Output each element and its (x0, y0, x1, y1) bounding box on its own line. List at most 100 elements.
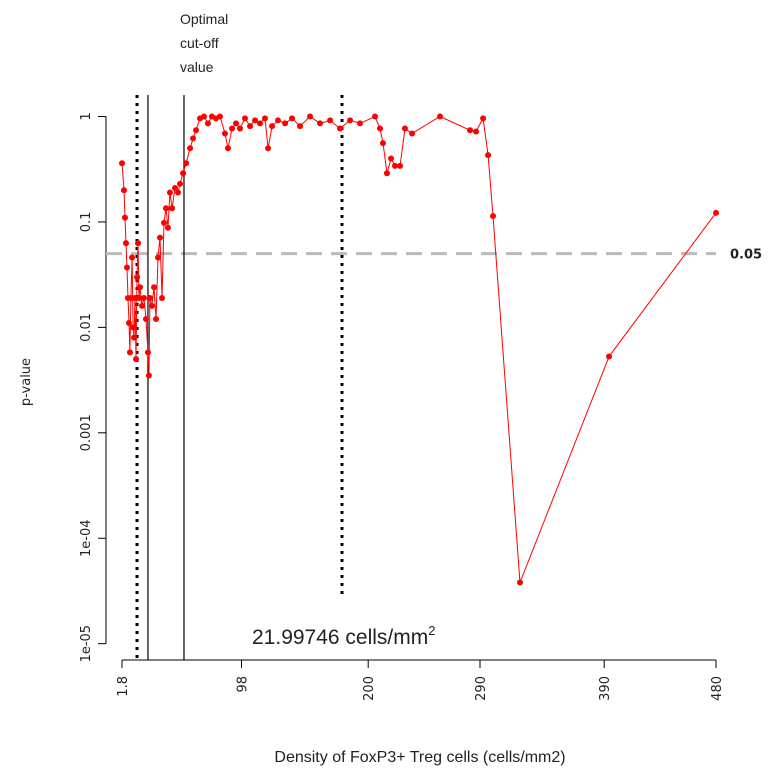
data-point (125, 320, 132, 327)
data-point (121, 214, 128, 221)
x-tick-label: 200 (362, 676, 377, 701)
data-point (229, 125, 236, 132)
data-point (127, 294, 134, 301)
data-point (217, 113, 224, 120)
data-point (261, 115, 268, 122)
data-point (516, 579, 523, 586)
data-point (164, 224, 171, 231)
data-point (162, 205, 169, 212)
data-point (123, 264, 130, 271)
data-point (269, 123, 276, 130)
data-point (241, 115, 248, 122)
data-point (122, 240, 129, 247)
data-point (183, 160, 190, 167)
data-point (144, 349, 151, 356)
data-point (467, 127, 474, 134)
data-point (297, 123, 304, 130)
data-point (275, 117, 282, 124)
data-point (282, 120, 289, 127)
y-axis-label: p-value (19, 358, 34, 406)
cutoff-value: 21.99746 cells/mm2 (252, 623, 436, 649)
annotation-line: Optimal (180, 11, 228, 27)
data-point (157, 234, 164, 241)
data-line (121, 115, 717, 583)
data-point (376, 125, 383, 132)
data-point (180, 170, 187, 177)
data-point (131, 334, 138, 341)
y-tick-label: 0.001 (79, 414, 94, 451)
data-point (153, 316, 160, 323)
annotation-line: value (180, 59, 214, 75)
data-point (204, 120, 211, 127)
data-point (436, 113, 443, 120)
data-point (265, 145, 272, 152)
data-point (396, 162, 403, 169)
x-tick-label: 290 (474, 676, 489, 701)
data-point (175, 189, 182, 196)
data-point (388, 155, 395, 162)
data-point (289, 115, 296, 122)
data-point (224, 145, 231, 152)
data-point (193, 127, 200, 134)
y-tick-label: 1e-04 (79, 519, 94, 557)
data-point (119, 160, 125, 167)
data-point (146, 294, 153, 301)
data-point (336, 125, 343, 132)
data-point (145, 372, 152, 379)
data-point (356, 120, 363, 127)
cutoff-value-text: 21.99746 cells/mm (252, 626, 428, 649)
data-point (347, 117, 354, 124)
data-point (401, 125, 408, 132)
x-tick-label: 480 (710, 676, 725, 701)
data-point (490, 212, 497, 219)
data-point (252, 117, 259, 124)
data-point (133, 356, 140, 363)
data-point (136, 294, 143, 301)
y-tick-label: 1 (79, 112, 94, 120)
data-point (307, 113, 314, 120)
data-point (392, 162, 399, 169)
data-point (148, 302, 155, 309)
data-point (473, 128, 480, 135)
data-point (200, 113, 207, 120)
data-point (221, 130, 228, 137)
data-point (140, 294, 147, 301)
data-point (372, 113, 379, 120)
data-point (317, 120, 323, 127)
x-tick-label: 1.8 (116, 676, 131, 697)
y-tick-label: 1e-05 (79, 625, 94, 663)
data-point (485, 152, 492, 159)
annotation-line: cut-off (180, 35, 219, 51)
data-point (169, 205, 176, 212)
data-point (480, 115, 487, 122)
x-tick-label: 98 (235, 676, 250, 693)
data-point (713, 209, 719, 216)
data-point (155, 254, 162, 261)
data-point (158, 294, 165, 301)
data-point (177, 180, 184, 187)
data-point (120, 187, 127, 194)
data-point (187, 145, 194, 152)
data-point (151, 284, 158, 291)
data-point (172, 184, 179, 191)
y-tick-label: 0.1 (79, 212, 94, 233)
data-point (134, 274, 141, 281)
data-point (130, 324, 137, 331)
data-point (166, 189, 173, 196)
data-point (160, 219, 167, 226)
data-point (233, 120, 240, 127)
data-point (129, 254, 136, 261)
data-point (327, 117, 334, 124)
data-point (409, 130, 416, 137)
data-point (379, 140, 386, 147)
data-point (237, 125, 244, 132)
cutoff-value-sup: 2 (428, 623, 435, 638)
x-axis-label: Density of FoxP3+ Treg cells (cells/mm2) (274, 749, 565, 766)
data-point (137, 284, 144, 291)
data-point (383, 170, 390, 177)
data-point (126, 349, 133, 356)
x-tick-label: 390 (598, 676, 613, 701)
data-point (135, 240, 142, 247)
threshold-label: 0.05 (730, 248, 762, 263)
